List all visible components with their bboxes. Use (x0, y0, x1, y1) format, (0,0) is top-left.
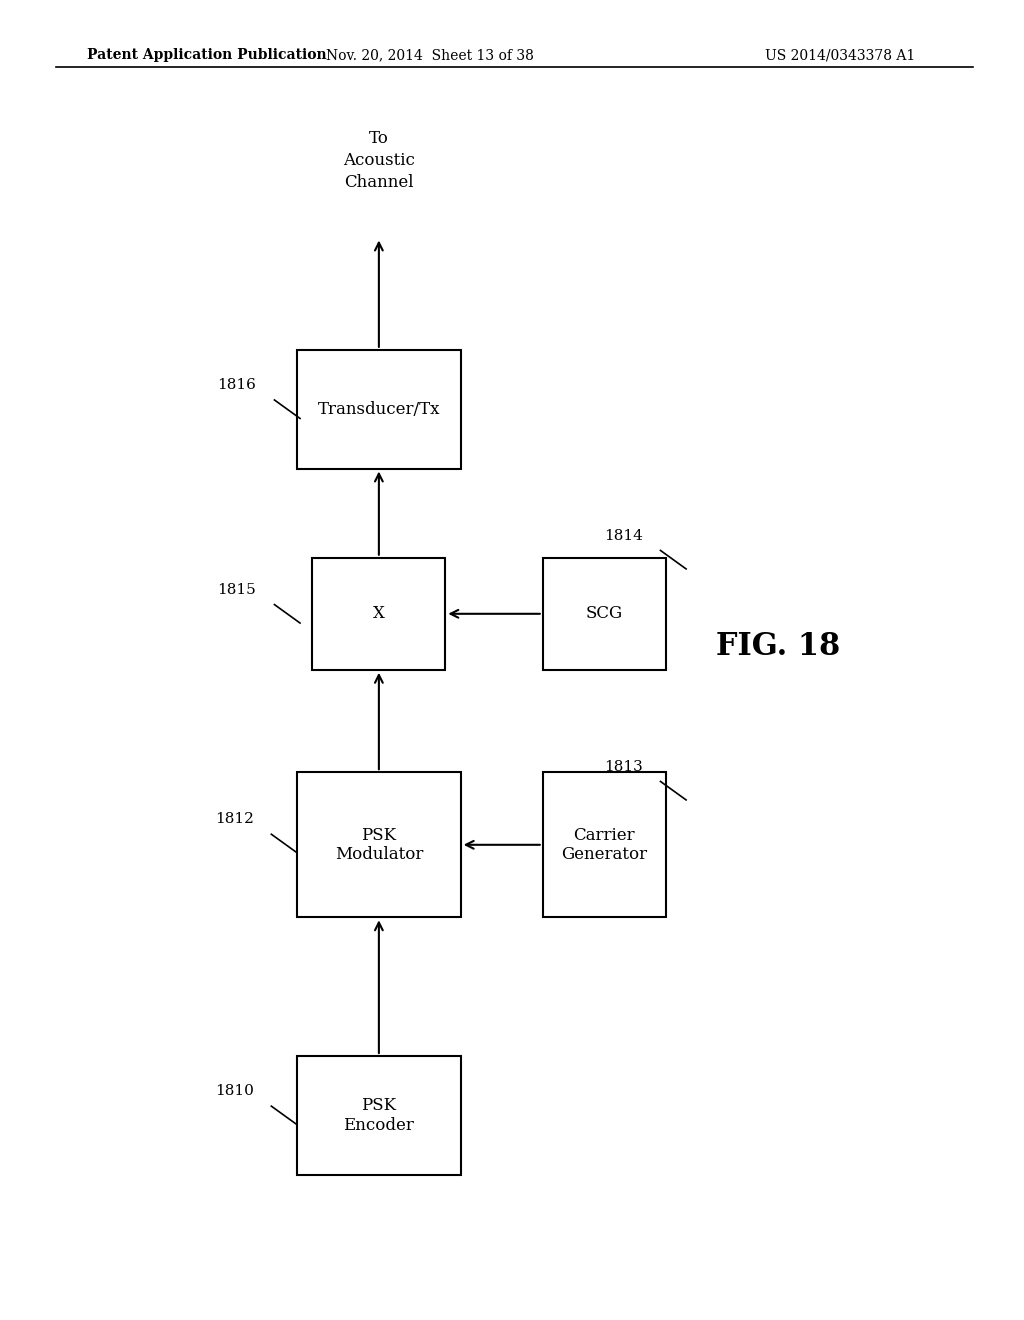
Text: X: X (373, 606, 385, 622)
Text: 1810: 1810 (215, 1084, 254, 1098)
Text: Nov. 20, 2014  Sheet 13 of 38: Nov. 20, 2014 Sheet 13 of 38 (326, 49, 535, 62)
Text: FIG. 18: FIG. 18 (716, 631, 841, 663)
Text: Carrier
Generator: Carrier Generator (561, 826, 647, 863)
Text: 1812: 1812 (215, 812, 254, 826)
Text: PSK
Encoder: PSK Encoder (343, 1097, 415, 1134)
Text: PSK
Modulator: PSK Modulator (335, 826, 423, 863)
Text: 1814: 1814 (604, 528, 643, 543)
Text: 1816: 1816 (217, 378, 256, 392)
Text: 1815: 1815 (217, 582, 256, 597)
Text: SCG: SCG (586, 606, 623, 622)
Bar (312, 557, 445, 671)
Bar (543, 557, 666, 671)
Bar (297, 1056, 461, 1175)
Text: 1813: 1813 (604, 759, 643, 774)
Text: Transducer/Tx: Transducer/Tx (317, 401, 440, 417)
Text: US 2014/0343378 A1: US 2014/0343378 A1 (765, 49, 914, 62)
Bar (543, 772, 666, 917)
Bar (297, 350, 461, 469)
Text: To
Acoustic
Channel: To Acoustic Channel (343, 129, 415, 191)
Text: Patent Application Publication: Patent Application Publication (87, 49, 327, 62)
Bar (297, 772, 461, 917)
